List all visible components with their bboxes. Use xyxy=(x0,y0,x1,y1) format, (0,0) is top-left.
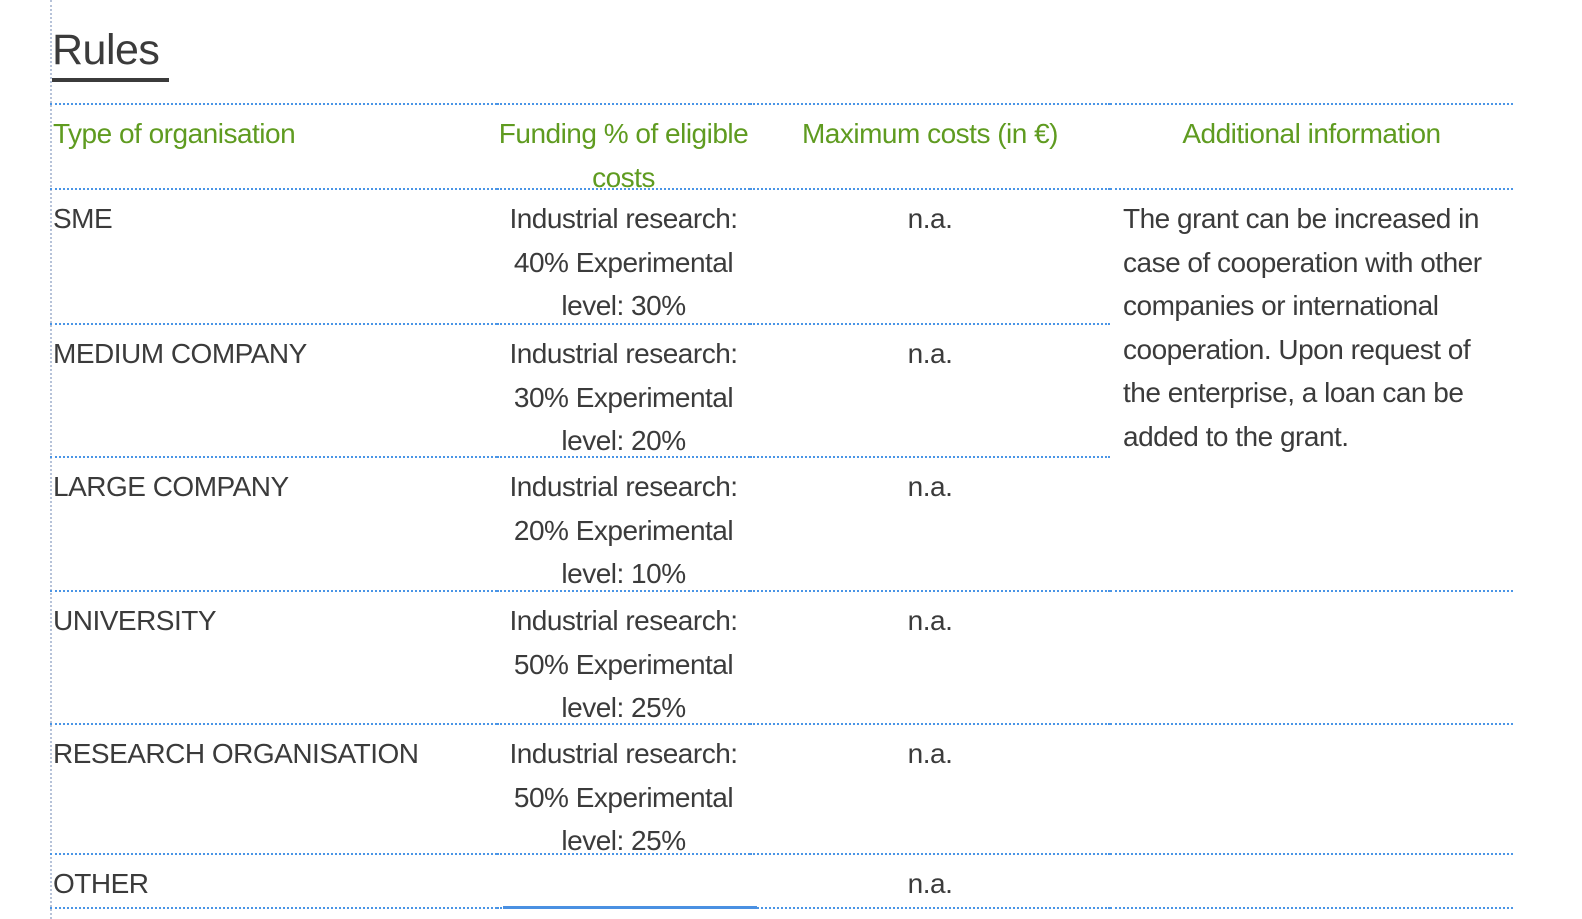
col-header-type-of-organisation: Type of organisation xyxy=(50,103,497,190)
max-costs-cell-medium-company: n.a. xyxy=(750,325,1110,458)
org-type-cell-large-company: LARGE COMPANY xyxy=(50,458,497,592)
rules-table: Type of organisation Funding % of eligib… xyxy=(50,103,1513,909)
additional-info-cell-university xyxy=(1110,592,1513,725)
max-costs-cell-other: n.a. xyxy=(750,855,1110,909)
active-cell-edit-indicator xyxy=(503,906,757,909)
additional-info-cell-research-organisation xyxy=(1110,725,1513,855)
org-type-cell-research-organisation: RESEARCH ORGANISATION xyxy=(50,725,497,855)
funding-cell-large-company: Industrial research: 20% Experimental le… xyxy=(497,458,750,592)
col-header-funding-percent: Funding % of eligible costs xyxy=(497,103,750,190)
page-title: Rules xyxy=(52,26,170,83)
funding-cell-other[interactable] xyxy=(497,855,750,909)
table-left-gridline xyxy=(50,0,52,919)
col-header-maximum-costs: Maximum costs (in €) xyxy=(750,103,1110,190)
funding-cell-sme: Industrial research: 40% Experimental le… xyxy=(497,190,750,325)
org-type-cell-sme: SME xyxy=(50,190,497,325)
org-type-cell-medium-company: MEDIUM COMPANY xyxy=(50,325,497,458)
max-costs-cell-sme: n.a. xyxy=(750,190,1110,325)
max-costs-cell-large-company: n.a. xyxy=(750,458,1110,592)
additional-info-cell-other xyxy=(1110,855,1513,909)
org-type-cell-university: UNIVERSITY xyxy=(50,592,497,725)
funding-cell-research-organisation: Industrial research: 50% Experimental le… xyxy=(497,725,750,855)
additional-info-cell: The grant can be increased in case of co… xyxy=(1110,190,1513,592)
col-header-additional-information: Additional information xyxy=(1110,103,1513,190)
funding-cell-university: Industrial research: 50% Experimental le… xyxy=(497,592,750,725)
max-costs-cell-university: n.a. xyxy=(750,592,1110,725)
max-costs-cell-research-organisation: n.a. xyxy=(750,725,1110,855)
funding-cell-medium-company: Industrial research: 30% Experimental le… xyxy=(497,325,750,458)
org-type-cell-other: OTHER xyxy=(50,855,497,909)
